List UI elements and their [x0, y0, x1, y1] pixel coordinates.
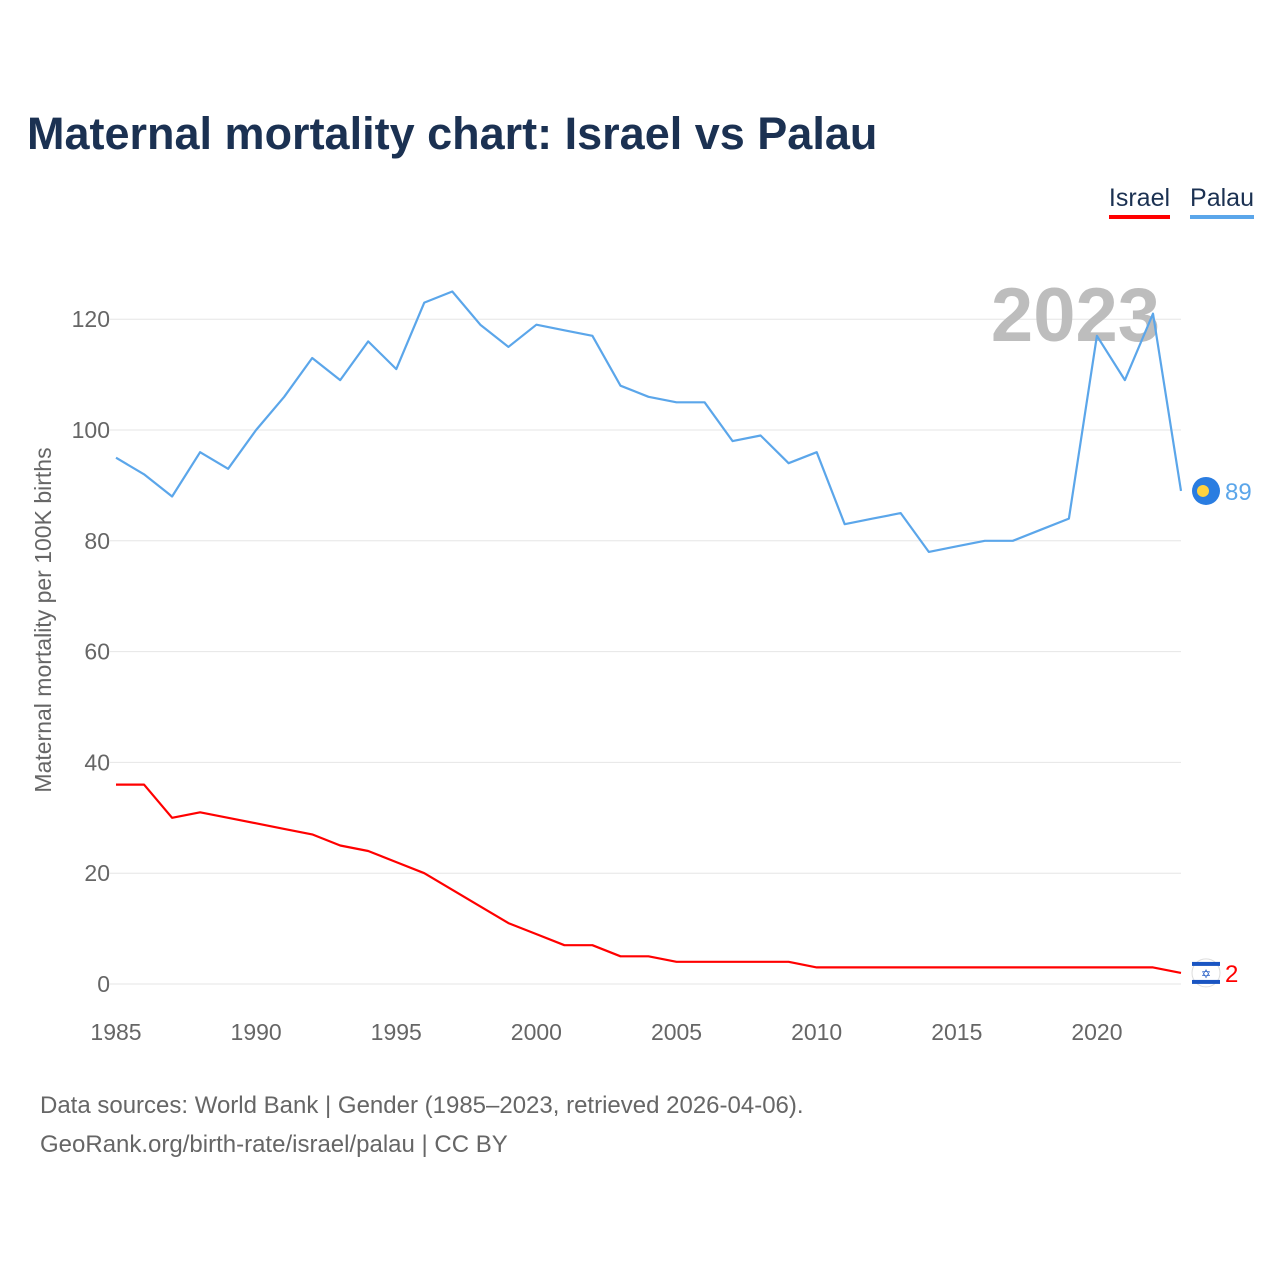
y-axis-title: Maternal mortality per 100K births [30, 447, 56, 792]
x-tick-label: 1985 [90, 1019, 141, 1045]
chart-area: 0 20 40 60 80 100 120 1985 1990 1995 2000 2005 2010 2… [30, 273, 1252, 1045]
chart-title: Maternal mortality chart: Israel vs Pala… [27, 108, 878, 159]
x-tick-label: 2010 [791, 1019, 842, 1045]
x-tick-label: 2000 [511, 1019, 562, 1045]
series-line-israel [116, 783, 1182, 974]
y-tick-label: 20 [84, 860, 110, 886]
series-line-palau [115, 290, 1183, 554]
y-tick-label: 40 [84, 749, 110, 775]
y-tick-label: 60 [84, 639, 110, 665]
source-link[interactable]: GeoRank.org/birth-rate/israel/palau | CC… [40, 1131, 508, 1158]
x-tick-label: 1990 [231, 1019, 282, 1045]
x-tick-label: 1995 [371, 1019, 422, 1045]
palau-flag-moon [1197, 484, 1209, 497]
israel-flag-stripe [1192, 979, 1220, 984]
y-tick-label: 100 [72, 417, 110, 443]
x-tick-label: 2005 [651, 1019, 702, 1045]
legend-palau[interactable]: Palau [1190, 184, 1254, 219]
israel-flag-star: ✡ [1201, 967, 1211, 981]
end-value-label: 89 [1225, 479, 1252, 506]
y-tick-label: 0 [97, 971, 110, 997]
israel-flag-stripe [1192, 961, 1220, 966]
y-tick-label: 120 [72, 306, 110, 332]
x-tick-label: 2020 [1071, 1019, 1122, 1045]
footer: Data sources: World Bank | Gender (1985–… [40, 1086, 804, 1164]
x-tick-label: 2015 [931, 1019, 982, 1045]
legend: Israel Palau [1108, 184, 1254, 219]
year-label: 2023 [991, 273, 1160, 358]
y-tick-label: 80 [84, 528, 110, 554]
legend-israel[interactable]: Israel [1108, 184, 1171, 219]
data-source-text: Data sources: World Bank | Gender (1985–… [40, 1092, 804, 1119]
end-value-label: 2 [1225, 961, 1238, 988]
